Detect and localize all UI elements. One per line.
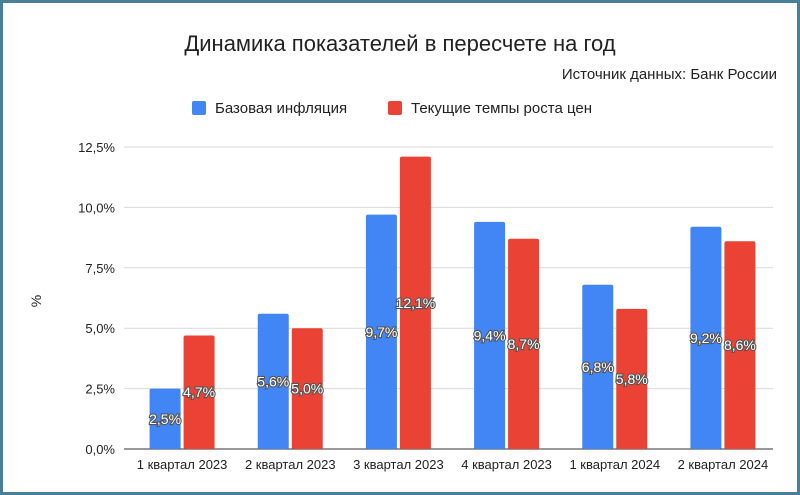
data-label: 8,7% [508, 336, 540, 352]
legend: Базовая инфляция Текущие темпы роста цен [192, 100, 592, 117]
chart-subtitle: Источник данных: Банк России [562, 66, 777, 83]
bar [399, 156, 431, 449]
chart: Динамика показателей в пересчете на год … [28, 31, 777, 472]
y-axis-label: % [28, 295, 44, 307]
data-label: 5,6% [257, 373, 289, 389]
data-label: 2,5% [149, 411, 181, 427]
bar [149, 388, 181, 449]
bar [365, 214, 397, 449]
x-tick-label: 4 квартал 2023 [461, 457, 552, 472]
data-label: 6,8% [582, 359, 614, 375]
legend-swatch [388, 101, 402, 115]
y-tick-label: 2,5% [85, 382, 115, 397]
bar [724, 241, 756, 449]
legend-swatch [192, 101, 206, 115]
data-label: 4,7% [183, 384, 215, 400]
y-tick-label: 12,5% [78, 140, 115, 155]
data-label: 12,1% [396, 295, 436, 311]
x-tick-label: 2 квартал 2024 [678, 457, 769, 472]
data-label: 9,2% [690, 330, 722, 346]
chart-title: Динамика показателей в пересчете на год [184, 31, 615, 56]
data-label: 5,8% [616, 371, 648, 387]
data-labels: 2,5%4,7% 5,6% 5,0% 9,7% 12,1% 9,4%8,7% 6,8%5,8… [148, 294, 757, 428]
gridlines [124, 146, 773, 450]
data-label: 8,6% [724, 337, 756, 353]
bar [291, 328, 323, 449]
x-axis-ticks: 1 квартал 2023 2 квартал 2023 3 квартал 20… [137, 457, 768, 472]
bar [183, 335, 215, 449]
data-label: 9,4% [474, 327, 506, 343]
bar [582, 284, 614, 449]
y-tick-label: 0,0% [85, 442, 115, 457]
data-label: 5,0% [291, 381, 323, 397]
legend-label: Базовая инфляция [215, 100, 347, 117]
legend-label: Текущие темпы роста цен [411, 100, 592, 117]
bar [508, 238, 540, 449]
y-tick-label: 7,5% [85, 261, 115, 276]
bar [474, 221, 506, 449]
bar [257, 313, 289, 449]
x-tick-label: 2 квартал 2023 [245, 457, 336, 472]
x-tick-label: 1 квартал 2023 [137, 457, 228, 472]
y-tick-label: 10,0% [78, 200, 115, 215]
bars [149, 156, 756, 449]
bar [616, 308, 648, 449]
y-tick-label: 5,0% [85, 321, 115, 336]
y-axis-ticks: 0,0% 2,5% 5,0% 7,5% 10,0% 12,5% [78, 140, 115, 457]
x-tick-label: 3 квартал 2023 [353, 457, 444, 472]
bar [690, 226, 722, 449]
data-label: 9,7% [365, 324, 397, 340]
x-tick-label: 1 квартал 2024 [569, 457, 660, 472]
